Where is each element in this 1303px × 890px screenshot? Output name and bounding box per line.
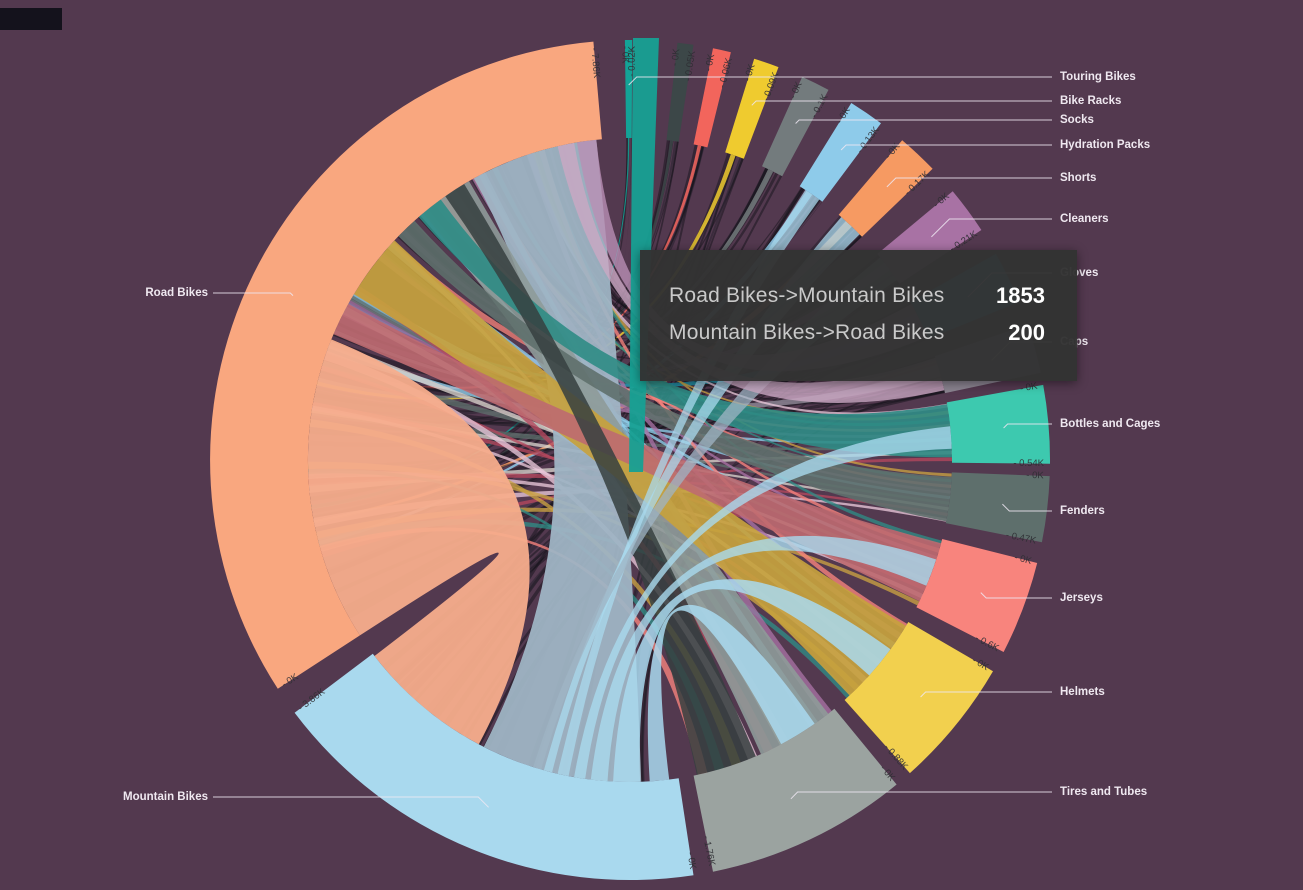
tick-label: - 0K [1026, 470, 1044, 482]
category-label-jerseys[interactable]: Jerseys [1060, 592, 1103, 604]
arc-shorts[interactable] [838, 140, 933, 237]
arc-u2[interactable] [693, 48, 731, 148]
leader-line-layer [213, 76, 1052, 808]
leader-line-mountain [213, 796, 489, 808]
category-label-tires[interactable]: Tires and Tubes [1060, 786, 1147, 798]
category-label-shorts[interactable]: Shorts [1060, 172, 1096, 184]
category-label-road[interactable]: Road Bikes [145, 287, 208, 299]
arc-socks[interactable] [762, 76, 829, 177]
arc-fenders[interactable] [945, 472, 1050, 543]
leader-line-bikeracks [751, 100, 1052, 106]
chord-ribbon[interactable] [445, 184, 756, 775]
leader-line-helmets [920, 691, 1052, 698]
leader-line-cleaners [931, 218, 1052, 238]
corner-artifact [0, 8, 62, 30]
leader-line-jerseys [980, 592, 1052, 599]
arc-bottles[interactable] [946, 384, 1051, 464]
tick-label: - 7.86K [588, 47, 602, 79]
arc-helmets[interactable] [844, 622, 993, 774]
tick-label: - 0.02K [627, 45, 638, 76]
strand-ribbon [531, 151, 952, 477]
arc-jerseys[interactable] [916, 539, 1038, 652]
arc-mountain[interactable] [294, 653, 694, 881]
arc-u1[interactable] [666, 42, 694, 142]
tooltip-flow-value: 200 [1008, 319, 1045, 345]
leader-line-touring [628, 76, 1052, 86]
category-label-bikeracks[interactable]: Bike Racks [1060, 95, 1121, 107]
leader-line-road [213, 292, 294, 296]
tooltip-row: Mountain Bikes->Road Bikes 200 [640, 314, 1077, 351]
category-label-mountain[interactable]: Mountain Bikes [123, 791, 208, 803]
leader-line-shorts [886, 177, 1052, 188]
strand-ribbon [311, 405, 949, 511]
tooltip-flow-label: Mountain Bikes->Road Bikes [669, 320, 945, 344]
tooltip-row: Road Bikes->Mountain Bikes 1853 [640, 277, 1077, 314]
leader-line-hydration [840, 144, 1052, 151]
tick-label: - 0.54K [1013, 458, 1044, 469]
category-label-helmets[interactable]: Helmets [1060, 686, 1105, 698]
tick-label: - 0.05K [683, 49, 699, 82]
tick-label: - 0K [1013, 552, 1033, 567]
chord-ribbon[interactable] [307, 339, 530, 745]
leader-line-tires [790, 791, 1052, 800]
tick-label: - 0K [742, 62, 758, 83]
chord-ribbon[interactable] [613, 579, 891, 782]
arc-touring[interactable] [624, 39, 633, 138]
tick-label: - 0K [669, 47, 682, 66]
category-label-cleaners[interactable]: Cleaners [1060, 213, 1109, 225]
chord-ribbon[interactable] [590, 535, 937, 782]
category-label-hydration[interactable]: Hydration Packs [1060, 139, 1150, 151]
tick-label: - 0K [1019, 380, 1039, 394]
arc-bikeracks[interactable] [725, 58, 779, 159]
tooltip-flow-value: 1853 [996, 282, 1045, 308]
category-label-socks[interactable]: Socks [1060, 114, 1094, 126]
category-label-bottles[interactable]: Bottles and Cages [1060, 418, 1160, 430]
category-label-fenders[interactable]: Fenders [1060, 505, 1105, 517]
arc-road[interactable] [210, 41, 602, 689]
arc-tires[interactable] [693, 708, 897, 872]
tick-label: - 0K [685, 851, 699, 871]
leader-line-socks [795, 119, 1052, 124]
tooltip-flow-label: Road Bikes->Mountain Bikes [669, 283, 945, 307]
chord-ribbon[interactable] [647, 604, 815, 782]
chord-ribbon[interactable] [398, 220, 952, 522]
category-label-layer: Road Bikes Touring Bikes Bike Racks Socks Hy… [123, 71, 1160, 803]
tooltip: Road Bikes->Mountain Bikes 1853 Mountain… [640, 250, 1077, 381]
arc-hydration[interactable] [799, 103, 881, 202]
tick-label: - 0K [703, 52, 717, 72]
tick-label: - 0K [619, 46, 630, 64]
arc-layer [210, 39, 1051, 881]
category-label-touring[interactable]: Touring Bikes [1060, 71, 1136, 83]
leader-line-bottles [1003, 423, 1052, 429]
leader-line-fenders [1002, 503, 1052, 512]
